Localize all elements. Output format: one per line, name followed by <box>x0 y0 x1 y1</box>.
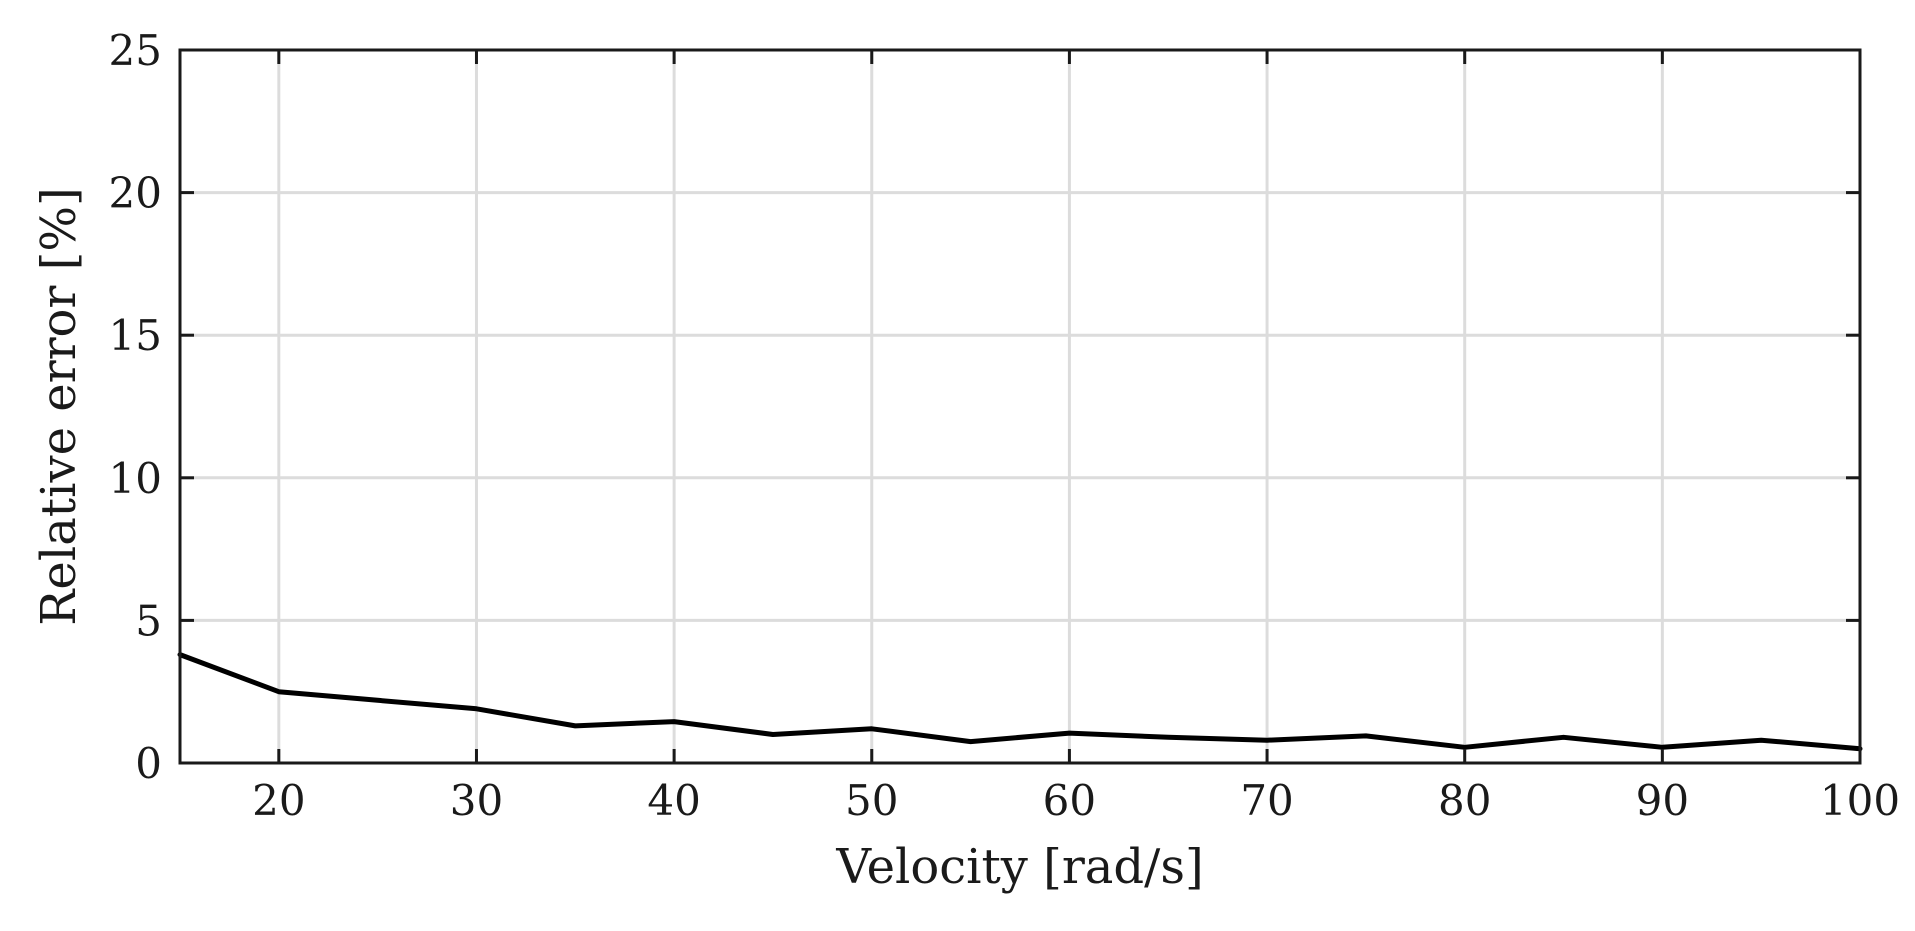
y-tick-labels: 0 5 10 15 20 25 <box>109 26 162 788</box>
x-tick-label: 40 <box>647 776 700 825</box>
x-tick-label: 60 <box>1043 776 1096 825</box>
series-layer <box>177 652 1863 752</box>
x-axis-label: Velocity [rad/s] <box>835 839 1203 895</box>
grid <box>180 48 1862 765</box>
x-tick-label: 70 <box>1240 776 1293 825</box>
series-line <box>177 652 1863 752</box>
y-tick-label: 15 <box>109 311 162 360</box>
y-tick-label: 20 <box>109 169 162 218</box>
plot-frame <box>178 48 1862 765</box>
x-tick-label: 80 <box>1438 776 1491 825</box>
x-tick-label: 30 <box>450 776 503 825</box>
y-tick-label: 0 <box>135 739 162 788</box>
x-tick-label: 100 <box>1820 776 1900 825</box>
y-axis-label: Relative error [%] <box>31 187 87 625</box>
y-tick-label: 10 <box>109 454 162 503</box>
x-tick-label: 20 <box>252 776 305 825</box>
x-tick-label: 90 <box>1636 776 1689 825</box>
y-tick-label: 5 <box>135 596 162 645</box>
x-tick-label: 50 <box>845 776 898 825</box>
x-tick-labels: 20 30 40 50 60 70 80 90 100 <box>252 776 1900 825</box>
tick-marks <box>180 48 1862 765</box>
y-tick-label: 25 <box>109 26 162 75</box>
